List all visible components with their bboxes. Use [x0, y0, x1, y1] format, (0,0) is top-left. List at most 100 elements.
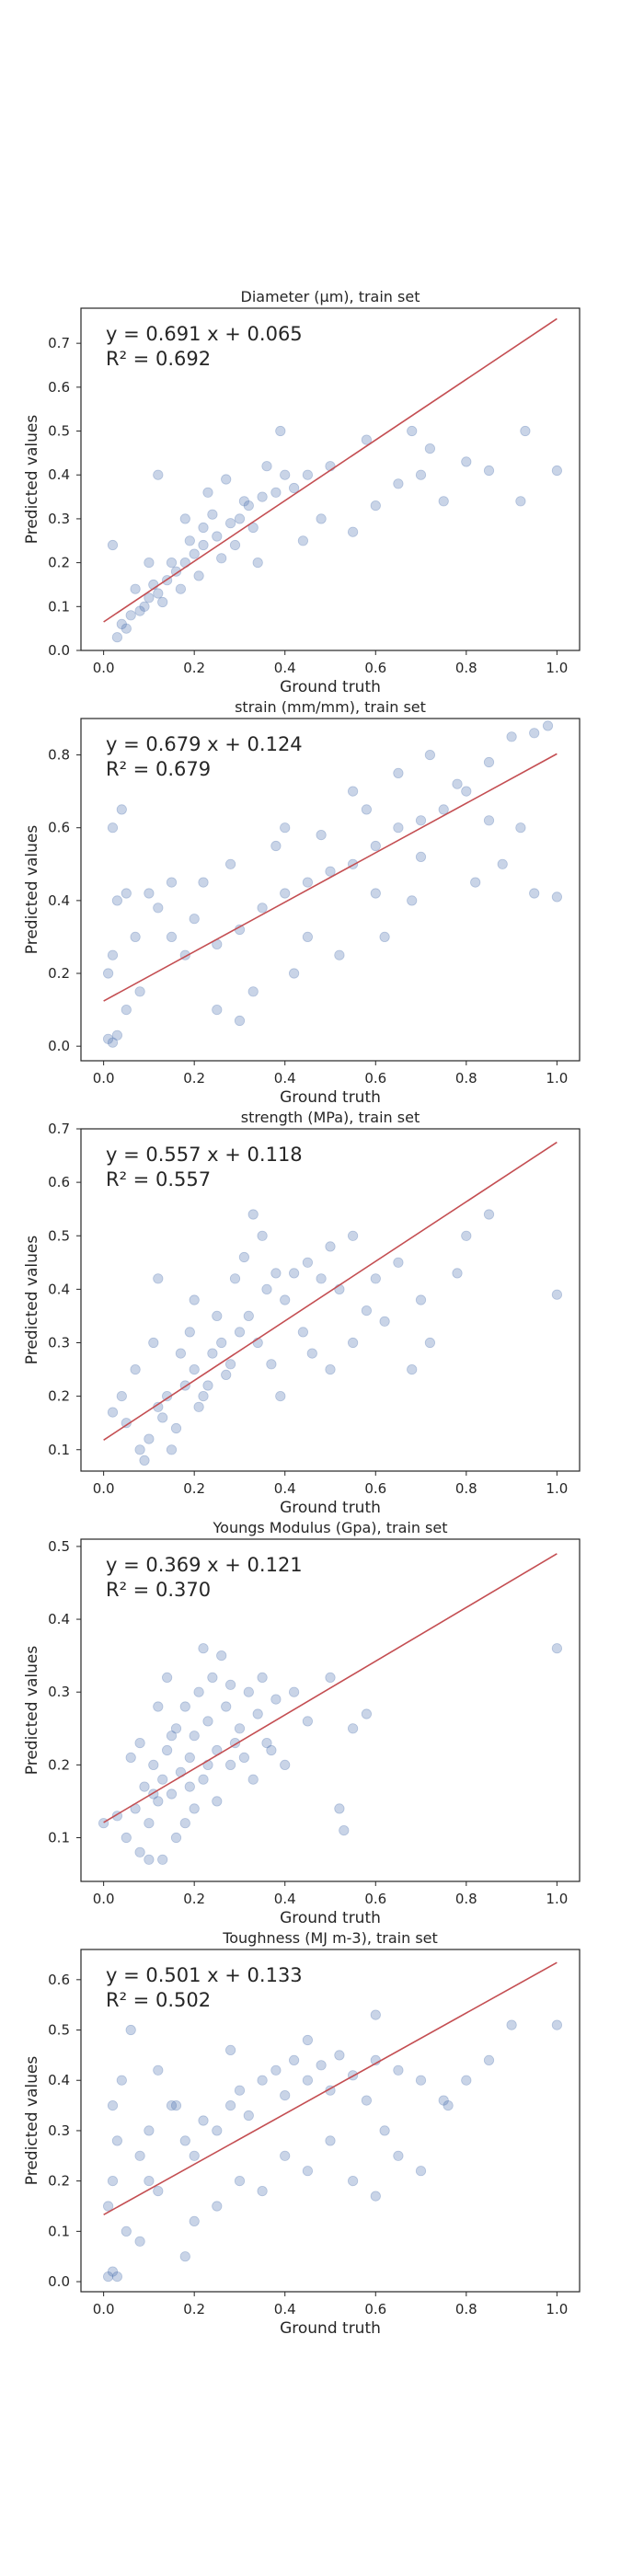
x-tick-label: 0.0 [93, 660, 115, 676]
data-point-34 [415, 2075, 427, 2086]
data-point-22 [415, 815, 427, 826]
data-point-25 [302, 2075, 313, 2086]
y-tick-label: 0.6 [48, 1972, 70, 1988]
data-point-44 [202, 487, 213, 498]
data-point-9 [134, 986, 145, 997]
data-point-14 [179, 2135, 190, 2146]
data-point-41 [107, 539, 119, 551]
r-squared-label: R² = 0.679 [106, 758, 211, 780]
data-point-10 [144, 888, 155, 899]
data-point-36 [361, 804, 372, 815]
plot-frame [80, 307, 581, 651]
data-point-37 [229, 539, 241, 551]
data-point-9 [157, 1774, 168, 1785]
regression-equation: y = 0.369 x + 0.121 [106, 1554, 303, 1576]
data-point-40 [134, 1738, 145, 1749]
data-point-31 [470, 877, 481, 888]
data-point-37 [148, 1337, 159, 1349]
data-point-54 [179, 2251, 190, 2262]
data-point-22 [438, 496, 449, 507]
data-point-49 [347, 2176, 359, 2187]
data-point-51 [483, 815, 495, 826]
y-tick-label: 0.4 [48, 1281, 70, 1297]
regression-equation: y = 0.691 x + 0.065 [106, 323, 303, 345]
data-point-1 [134, 605, 145, 616]
data-point-31 [166, 557, 178, 569]
y-axis-label: Predicted values [23, 1646, 41, 1776]
r-squared-label: R² = 0.502 [106, 1989, 211, 2011]
data-point-41 [153, 1701, 164, 1712]
fit-line [103, 1141, 558, 1441]
data-point-7 [116, 804, 127, 815]
data-point-38 [551, 1643, 563, 1654]
data-point-13 [257, 491, 268, 502]
x-axis-label: Ground truth [280, 1909, 381, 1927]
data-point-35 [207, 509, 218, 520]
data-point-9 [207, 1348, 218, 1359]
data-point-8 [153, 1796, 164, 1807]
data-point-30 [280, 1759, 291, 1771]
data-point-24 [225, 1759, 236, 1771]
data-point-21 [393, 822, 404, 834]
data-point-8 [121, 1005, 132, 1016]
data-point-54 [153, 469, 164, 480]
data-point-11 [144, 2125, 155, 2136]
x-tick-label: 0.4 [274, 660, 296, 676]
x-tick-label: 0.8 [455, 660, 477, 676]
data-point-6 [179, 557, 190, 569]
data-point-38 [316, 829, 327, 841]
data-point-2 [144, 592, 155, 604]
x-axis-label: Ground truth [280, 1088, 381, 1107]
data-point-26 [116, 618, 127, 630]
data-point-16 [270, 1268, 282, 1279]
data-point-35 [130, 1364, 141, 1375]
data-point-23 [483, 465, 495, 477]
data-point-0 [121, 1418, 132, 1429]
data-point-59 [266, 1744, 277, 1756]
data-point-30 [157, 596, 168, 608]
data-point-4 [107, 949, 119, 960]
chart-panel-5: 0.0 0.2 0.4 0.6 0.8 1.0 0.0 0.1 0.2 0.3 0.4 0.5 0.6 T… [23, 1929, 581, 2338]
y-tick-label: 0.2 [48, 2173, 70, 2190]
y-tick-label: 0.0 [48, 2273, 70, 2290]
data-point-22 [270, 2064, 282, 2076]
data-point-42 [189, 2215, 200, 2226]
y-tick-label: 0.0 [48, 642, 70, 659]
x-tick-label: 0.6 [364, 660, 386, 676]
x-tick-label: 0.6 [364, 1891, 386, 1907]
data-point-51 [275, 1391, 286, 1402]
data-point-56 [234, 1015, 246, 1027]
y-tick-label: 0.7 [48, 335, 70, 351]
data-point-50 [225, 1679, 236, 1690]
data-point-49 [212, 1796, 223, 1807]
data-point-9 [212, 531, 223, 542]
data-point-5 [111, 2135, 123, 2146]
data-point-51 [238, 1752, 249, 1764]
y-tick-label: 0.2 [48, 1756, 70, 1773]
y-tick-label: 0.5 [48, 1538, 70, 1555]
data-point-56 [184, 1781, 195, 1792]
x-tick-label: 1.0 [546, 1070, 568, 1087]
regression-equation: y = 0.501 x + 0.133 [106, 1964, 303, 1986]
y-tick-label: 0.0 [48, 1038, 70, 1054]
r-squared-label: R² = 0.692 [106, 348, 211, 370]
data-point-4 [162, 1391, 173, 1402]
data-point-30 [497, 858, 508, 869]
data-point-24 [361, 1305, 372, 1317]
data-point-56 [379, 1316, 390, 1327]
data-point-19 [202, 1716, 213, 1727]
data-point-1 [107, 2266, 119, 2277]
x-tick-label: 0.2 [183, 1480, 205, 1497]
chart-title: strain (mm/mm), train set [235, 698, 426, 716]
data-point-20 [207, 1672, 218, 1684]
data-point-27 [125, 610, 136, 621]
data-point-41 [170, 2100, 182, 2111]
data-point-0 [103, 1033, 114, 1044]
data-point-10 [216, 1337, 227, 1349]
x-tick-label: 0.0 [93, 1480, 115, 1497]
data-point-51 [424, 443, 435, 454]
y-tick-label: 0.7 [48, 1121, 70, 1137]
data-point-16 [280, 888, 291, 899]
y-tick-label: 0.3 [48, 1684, 70, 1700]
